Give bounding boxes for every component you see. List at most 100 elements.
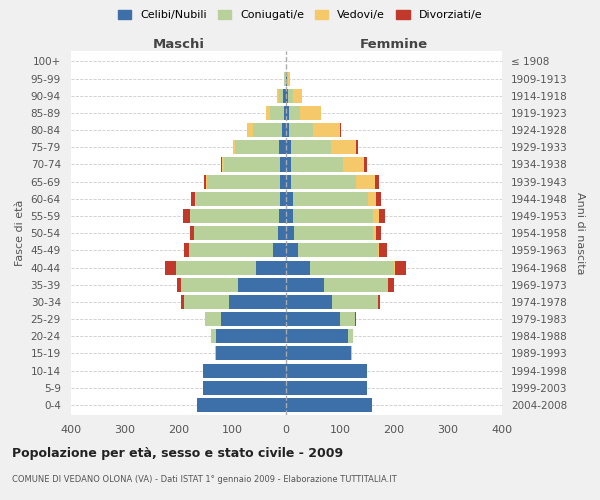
Bar xyxy=(331,140,356,154)
Text: COMUNE DI VEDANO OLONA (VA) - Dati ISTAT 1° gennaio 2009 - Elaborazione TUTTITAL: COMUNE DI VEDANO OLONA (VA) - Dati ISTAT… xyxy=(12,476,397,484)
Bar xyxy=(181,278,238,292)
Bar xyxy=(364,158,367,172)
Bar xyxy=(324,278,388,292)
Bar xyxy=(286,140,291,154)
Bar xyxy=(221,158,222,172)
Bar xyxy=(299,106,321,120)
Text: Femmine: Femmine xyxy=(360,38,428,51)
Bar xyxy=(283,88,286,103)
Y-axis label: Anni di nascita: Anni di nascita xyxy=(575,192,585,274)
Bar xyxy=(286,260,310,274)
Bar xyxy=(203,381,286,395)
Bar xyxy=(289,123,313,137)
Bar xyxy=(340,123,341,137)
Bar xyxy=(292,174,356,188)
Bar xyxy=(253,123,282,137)
Bar xyxy=(280,174,286,188)
Bar xyxy=(181,295,184,309)
Bar xyxy=(284,72,286,86)
Bar xyxy=(247,123,253,137)
Bar xyxy=(282,123,286,137)
Bar xyxy=(313,123,340,137)
Bar xyxy=(184,244,189,258)
Bar xyxy=(206,174,208,188)
Bar xyxy=(291,140,331,154)
Bar xyxy=(266,106,271,120)
Legend: Celibi/Nubili, Coniugati/e, Vedovi/e, Divorziati/e: Celibi/Nubili, Coniugati/e, Vedovi/e, Di… xyxy=(113,6,487,25)
Bar xyxy=(286,364,367,378)
Bar xyxy=(286,209,293,223)
Bar xyxy=(293,192,368,206)
Bar xyxy=(176,278,181,292)
Bar xyxy=(197,398,286,412)
Bar xyxy=(286,174,292,188)
Bar xyxy=(388,278,394,292)
Bar xyxy=(224,158,280,172)
Bar xyxy=(222,158,224,172)
Bar xyxy=(395,260,406,274)
Bar xyxy=(376,226,382,240)
Bar xyxy=(286,123,289,137)
Bar xyxy=(272,244,286,258)
Bar xyxy=(376,192,382,206)
Bar xyxy=(286,312,340,326)
Bar xyxy=(286,244,298,258)
Bar xyxy=(368,192,376,206)
Bar xyxy=(310,260,394,274)
Bar xyxy=(233,140,235,154)
Bar xyxy=(286,381,367,395)
Bar xyxy=(379,209,385,223)
Bar xyxy=(286,278,324,292)
Bar xyxy=(279,88,283,103)
Bar xyxy=(190,226,194,240)
Bar xyxy=(348,329,353,344)
Bar xyxy=(356,140,358,154)
Bar xyxy=(278,140,286,154)
Bar xyxy=(289,106,299,120)
Bar xyxy=(286,106,289,120)
Bar xyxy=(203,364,286,378)
Bar xyxy=(190,209,279,223)
Bar xyxy=(211,329,216,344)
Bar xyxy=(238,278,286,292)
Bar xyxy=(379,244,387,258)
Bar xyxy=(287,72,290,86)
Bar xyxy=(298,244,377,258)
Bar xyxy=(191,192,195,206)
Bar xyxy=(229,295,286,309)
Bar xyxy=(293,209,373,223)
Bar xyxy=(375,174,379,188)
Bar xyxy=(165,260,176,274)
Bar xyxy=(277,88,279,103)
Bar xyxy=(189,244,272,258)
Bar xyxy=(377,295,380,309)
Bar xyxy=(208,174,280,188)
Bar xyxy=(194,226,278,240)
Bar xyxy=(235,140,278,154)
Bar xyxy=(340,312,355,326)
Bar xyxy=(288,88,293,103)
Bar xyxy=(356,174,375,188)
Bar xyxy=(286,329,348,344)
Bar xyxy=(256,260,286,274)
Bar xyxy=(183,209,190,223)
Bar xyxy=(205,312,221,326)
Bar xyxy=(184,295,229,309)
Bar xyxy=(373,226,376,240)
Bar xyxy=(292,158,343,172)
Bar xyxy=(279,209,286,223)
Bar xyxy=(195,192,196,206)
Bar xyxy=(286,158,292,172)
Bar xyxy=(278,226,286,240)
Bar xyxy=(284,106,286,120)
Bar xyxy=(286,192,293,206)
Bar xyxy=(286,398,372,412)
Bar xyxy=(343,158,364,172)
Bar xyxy=(377,244,379,258)
Text: Maschi: Maschi xyxy=(152,38,204,51)
Bar xyxy=(373,209,379,223)
Bar xyxy=(394,260,395,274)
Bar xyxy=(196,192,280,206)
Bar xyxy=(355,312,356,326)
Bar xyxy=(271,106,284,120)
